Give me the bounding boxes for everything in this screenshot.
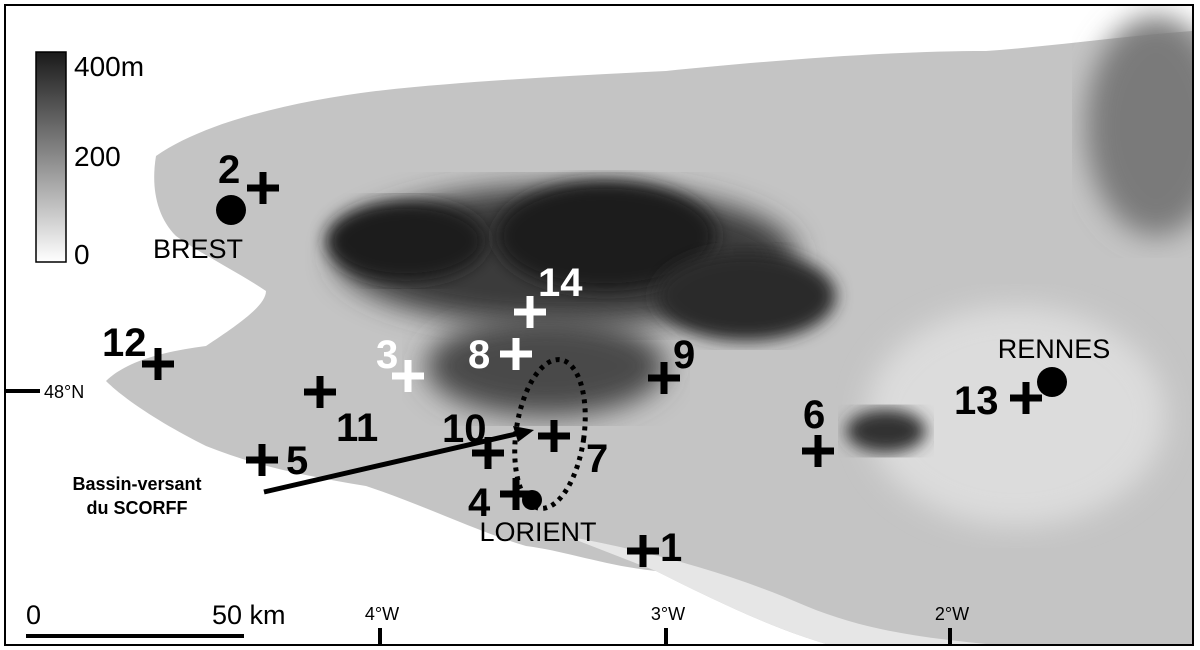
site-label-12: 12	[102, 321, 147, 365]
legend-max-label: 400m	[74, 51, 144, 82]
latitude-label: 48°N	[44, 382, 84, 402]
city-label-brest: BREST	[153, 234, 243, 264]
site-label-3: 3	[376, 333, 398, 377]
scale-bar: 0 50 km	[26, 600, 286, 638]
scale-end-label: 50 km	[212, 600, 286, 630]
scale-start-label: 0	[26, 600, 41, 630]
site-label-4: 4	[468, 481, 491, 525]
legend-min-label: 0	[74, 239, 90, 270]
site-label-14: 14	[538, 261, 583, 305]
uplands-far-east	[1086, 16, 1192, 236]
ridge-central	[496, 181, 716, 291]
land-low-coast	[566, 536, 986, 644]
legend-ramp	[35, 51, 67, 263]
site-label-2: 2	[218, 148, 240, 192]
hill-east	[846, 409, 926, 453]
city-label-rennes: RENNES	[998, 334, 1111, 364]
watershed-arrow	[263, 426, 534, 495]
site-marker-12	[142, 348, 174, 380]
east-lowland	[866, 306, 1166, 526]
site-labels: 1 2 3 4 5 6 7 8 9 10 11 12 13 14	[102, 148, 999, 570]
watershed-label-line1: Bassin-versant	[72, 474, 201, 494]
land-relief	[106, 16, 1192, 644]
watershed-label-line2: du SCORFF	[87, 498, 188, 518]
site-label-11: 11	[336, 406, 378, 450]
site-marker-3	[392, 360, 424, 392]
elevation-map: 400m 200 0 Bassin-versant du SCORFF BRES…	[6, 16, 1192, 644]
site-marker-9	[648, 362, 680, 394]
site-label-9: 9	[673, 333, 695, 377]
site-marker-5	[246, 444, 278, 476]
site-label-6: 6	[803, 393, 825, 437]
longitude-ticks: 4°W 3°W 2°W	[365, 604, 969, 644]
city-label-lorient: LORIENT	[479, 517, 596, 547]
site-marker-13	[1010, 382, 1042, 414]
site-marker-1	[627, 535, 659, 567]
elevation-legend: 400m 200 0	[35, 51, 144, 270]
latitude-tick: 48°N	[6, 382, 84, 402]
ridge-east	[656, 251, 836, 341]
site-label-7: 7	[586, 437, 608, 481]
site-marker-8	[500, 338, 532, 370]
longitude-label-3w: 3°W	[651, 604, 685, 624]
site-markers	[142, 172, 1042, 567]
ridge-west	[326, 201, 486, 281]
site-marker-2	[247, 172, 279, 204]
site-marker-4	[500, 478, 532, 510]
longitude-label-2w: 2°W	[935, 604, 969, 624]
city-brest: BREST	[153, 195, 246, 264]
site-label-13: 13	[954, 379, 999, 423]
site-marker-10	[472, 437, 504, 469]
site-label-5: 5	[286, 439, 308, 483]
scorff-watershed-outline	[512, 357, 588, 511]
map-frame: 400m 200 0 Bassin-versant du SCORFF BRES…	[4, 4, 1194, 646]
site-marker-11	[304, 376, 336, 408]
site-marker-6	[802, 435, 834, 467]
site-label-8: 8	[468, 333, 490, 377]
legend-mid-label: 200	[74, 141, 121, 172]
city-marker	[216, 195, 246, 225]
city-rennes: RENNES	[998, 334, 1111, 397]
site-marker-7	[538, 420, 570, 452]
site-label-10: 10	[442, 407, 487, 451]
site-label-1: 1	[660, 526, 682, 570]
longitude-label-4w: 4°W	[365, 604, 399, 624]
city-marker	[1037, 367, 1067, 397]
ridge-south	[426, 316, 666, 416]
site-marker-14	[514, 296, 546, 328]
